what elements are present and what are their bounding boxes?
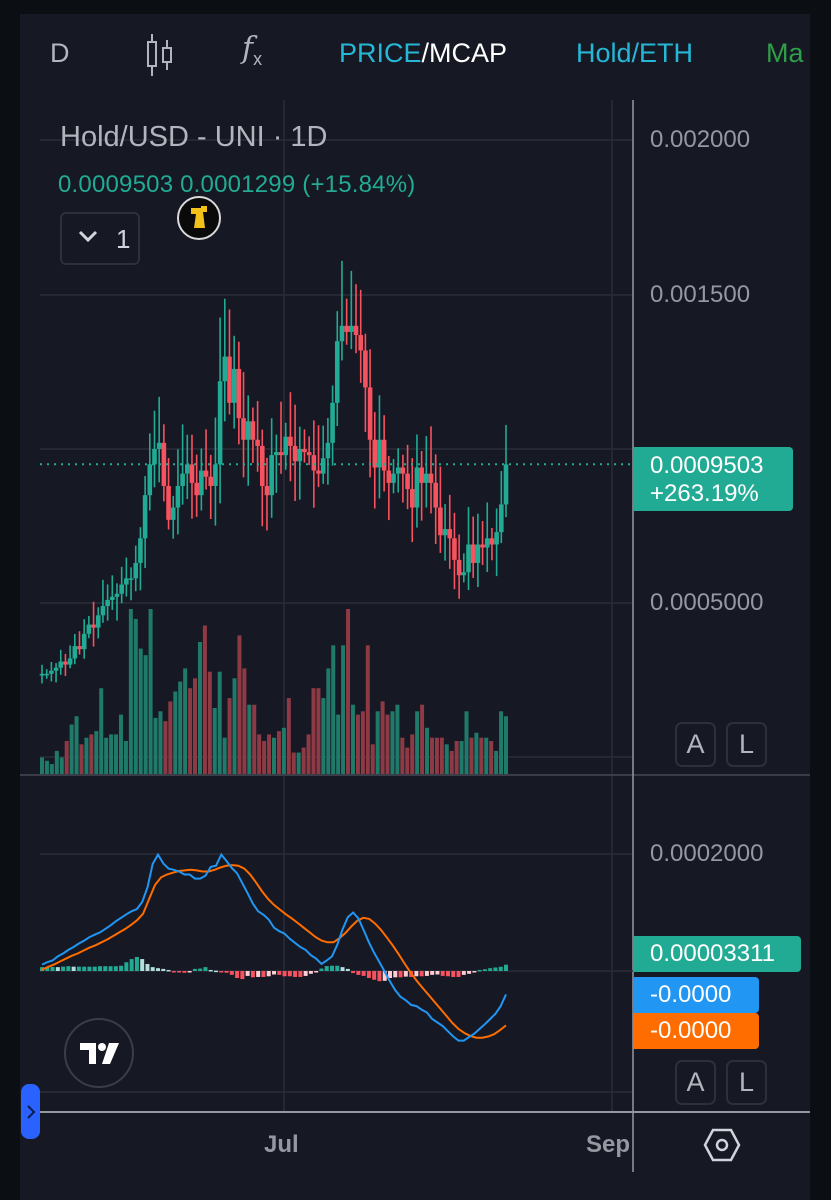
indicator-count: 1 [116, 224, 131, 254]
price-axis-label: 0.001500 [650, 281, 751, 308]
symbol-title[interactable]: Hold/USD - UNI · 1D [60, 121, 328, 153]
time-axis-label: Jul [264, 1131, 299, 1158]
macd-line-tag: -0.0000 [633, 977, 759, 1013]
interval-button[interactable]: D [50, 38, 70, 68]
change-value: 0.0001299 [180, 171, 296, 198]
log-scale-button-main[interactable]: L [726, 722, 767, 767]
fx-label: f [242, 31, 254, 66]
current-price-tag: 0.0009503 +263.19% [633, 447, 793, 511]
chevron-down-icon [78, 230, 98, 243]
ma-overflow-button[interactable]: Ma [766, 38, 804, 68]
log-scale-button-macd[interactable]: L [726, 1060, 767, 1105]
time-axis-label: Sep [586, 1131, 631, 1158]
current-price-value: 0.0009503 [650, 452, 764, 479]
last-price-value: 0.0009503 [58, 171, 174, 198]
candles-icon[interactable] [144, 34, 176, 76]
mcap-label[interactable]: MCAP [429, 38, 508, 68]
price-mcap-toggle[interactable]: PRICE/MCAP [339, 36, 507, 70]
macd-axis-label: 0.0002000 [650, 840, 764, 867]
chevron-right-icon [27, 1105, 36, 1119]
price-axis-label: 0.0005000 [650, 589, 764, 616]
separator: / [421, 38, 430, 68]
auto-scale-button-macd[interactable]: A [675, 1060, 716, 1105]
signal-line-tag: -0.0000 [633, 1013, 759, 1049]
price-axis-label: 0.002000 [650, 126, 751, 153]
hold-eth-pair-button[interactable]: Hold/ETH [576, 38, 694, 68]
tradingview-logo-icon[interactable] [64, 1018, 134, 1088]
auto-scale-button-main[interactable]: A [675, 722, 716, 767]
side-panel-toggle[interactable] [21, 1084, 40, 1139]
ohlc-legend: 0.0009503 0.0001299 (+15.84%) [58, 171, 415, 199]
indicators-collapse-button[interactable]: 1 [60, 212, 140, 265]
token-logo-icon[interactable] [177, 196, 221, 240]
indicators-fx-icon[interactable]: fx [242, 32, 262, 76]
current-change-value: +263.19% [650, 480, 759, 507]
change-pct-value: (+15.84%) [302, 171, 416, 198]
macd-histogram-tag: 0.00003311 [633, 936, 801, 972]
settings-hexagon-icon[interactable] [703, 1127, 741, 1163]
price-label[interactable]: PRICE [339, 38, 422, 68]
fx-sub-label: x [253, 49, 263, 69]
